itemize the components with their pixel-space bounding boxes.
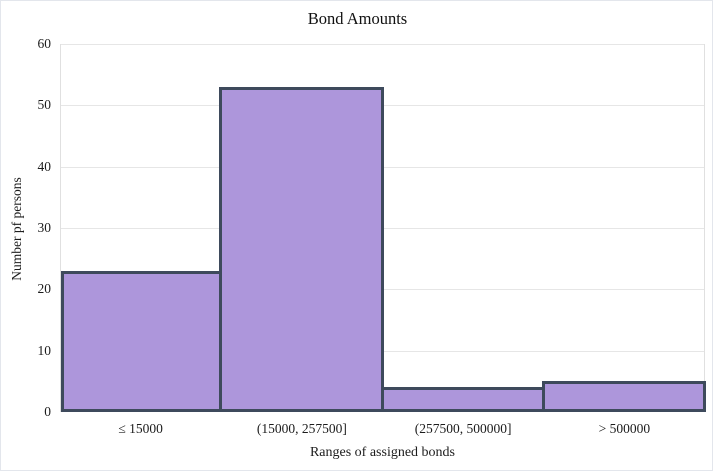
chart-title: Bond Amounts (307, 9, 408, 28)
y-tick-label-0: 0 (44, 404, 51, 419)
y-tick-label-60: 60 (37, 36, 52, 51)
bar-0 (61, 270, 223, 412)
gridline-y-60 (61, 44, 704, 45)
y-tick-label-20: 20 (37, 281, 52, 297)
y-tick-label-30: 30 (37, 220, 52, 235)
y-axis-label: Number pf persons (9, 177, 24, 281)
y-tick-label-10: 10 (37, 342, 52, 358)
x-tick-label-2: (257500, 500000] (414, 421, 512, 436)
y-tick-label-50: 50 (37, 97, 52, 113)
x-tick-label-3: > 500000 (598, 421, 651, 436)
x-tick-label-0: ≤ 15000 (118, 421, 163, 436)
plot-area (60, 44, 706, 412)
bar-2 (380, 387, 545, 412)
bar-1 (219, 86, 384, 412)
x-tick-label-1: (15000, 257500] (256, 421, 347, 436)
y-tick-label-40: 40 (37, 158, 52, 174)
x-axis-label: Ranges of assigned bonds (309, 445, 456, 460)
bar-3 (541, 381, 706, 412)
